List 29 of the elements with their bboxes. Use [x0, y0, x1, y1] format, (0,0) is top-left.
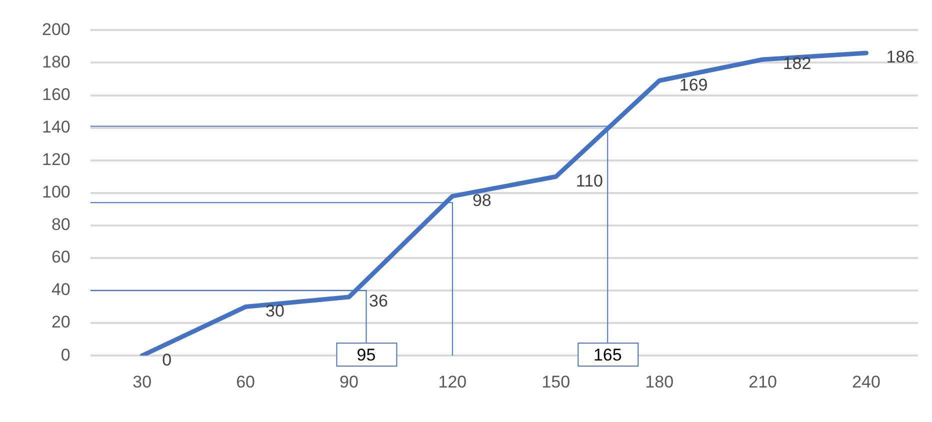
y-tick-label: 80 [51, 215, 70, 234]
data-label: 186 [886, 48, 915, 67]
data-label: 182 [782, 54, 812, 74]
data-label: 36 [369, 292, 388, 311]
data-label: 98 [472, 190, 492, 210]
x-tick-label: 180 [645, 372, 674, 392]
y-tick-label: 100 [42, 182, 70, 202]
data-label: 30 [266, 301, 284, 320]
x-tick-label: 60 [236, 372, 256, 392]
x-tick-label: 90 [340, 372, 358, 392]
x-tick-label: 150 [542, 372, 570, 392]
data-label: 0 [162, 350, 172, 370]
x-tick-label: 210 [748, 372, 778, 392]
x-tick-label: 30 [132, 372, 152, 392]
annotation: 95 [356, 345, 376, 364]
data-label: 169 [679, 75, 708, 94]
data-label: 110 [576, 171, 604, 190]
y-tick-label: 140 [42, 118, 70, 137]
y-tick-label: 200 [42, 20, 70, 39]
annotation: 165 [593, 345, 622, 364]
y-tick-label: 20 [51, 312, 70, 332]
y-tick-label: 180 [42, 52, 70, 72]
y-tick-label: 160 [42, 84, 70, 104]
y-tick-label: 60 [51, 248, 70, 267]
y-tick-label: 40 [51, 280, 70, 300]
y-tick-label: 120 [42, 150, 70, 170]
y-tick-label: 0 [60, 345, 70, 364]
x-tick-label: 120 [438, 372, 467, 392]
x-tick-label: 240 [852, 372, 880, 392]
